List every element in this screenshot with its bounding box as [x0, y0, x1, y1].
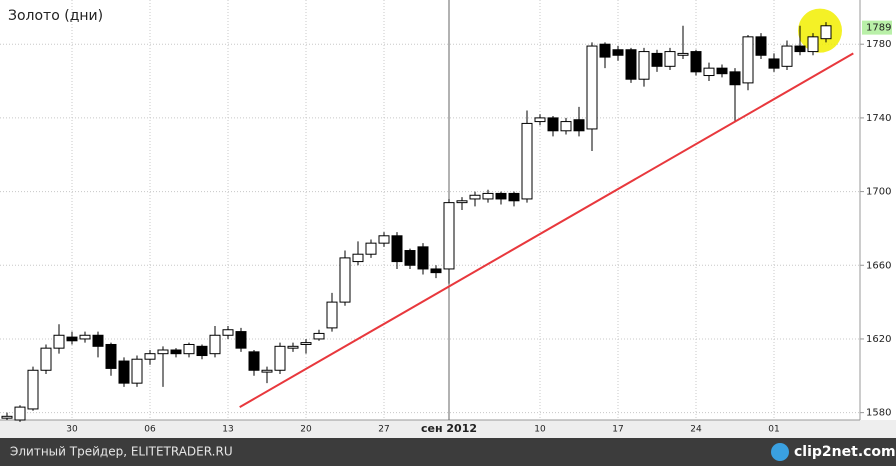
candle-body — [365, 242, 377, 255]
candle-body — [599, 43, 611, 58]
candle-body — [53, 334, 65, 349]
candle-body — [443, 202, 455, 270]
chart-title: Золото (дни) — [8, 8, 103, 24]
y-tick-label: 1740 — [866, 113, 891, 124]
candle-body — [625, 49, 637, 80]
candle-body — [456, 200, 468, 204]
footer-logo: clip2net.com — [794, 444, 896, 460]
candle-body — [287, 345, 299, 349]
candle-body — [40, 347, 52, 371]
candle-body — [677, 52, 689, 56]
footer-bar — [0, 438, 896, 466]
candle-body — [768, 58, 780, 69]
x-tick-label: 24 — [690, 425, 702, 435]
candle-body — [612, 49, 624, 56]
plot: 1580 1620 1660 1700 1740 1780 30 06 13 20 27 сен 20… — [0, 0, 891, 435]
x-tick-label: 13 — [222, 425, 233, 435]
candle-body — [547, 117, 559, 132]
candle-body — [157, 349, 169, 355]
candle-body — [521, 122, 533, 200]
x-tick-label: 20 — [300, 425, 312, 435]
candle-body — [755, 36, 767, 56]
candle-body — [352, 253, 364, 263]
footer-source: Элитный Трейдер, ELITETRADER.RU — [10, 445, 233, 459]
candle-body — [92, 334, 104, 347]
candle-body — [638, 51, 650, 80]
candle-body — [508, 192, 520, 202]
candle-body — [651, 52, 663, 67]
x-tick-label: 27 — [378, 425, 389, 435]
candle-body — [469, 194, 481, 200]
x-tick-label: 01 — [768, 425, 779, 435]
candle-body — [14, 406, 26, 421]
candle-body — [118, 360, 130, 384]
x-tick-label: сен 2012 — [421, 422, 477, 435]
candle-body — [495, 192, 507, 200]
candle-body — [222, 329, 234, 336]
candle-body — [664, 51, 676, 67]
candle-body — [170, 349, 182, 355]
candle-body — [261, 369, 273, 373]
candle-body — [131, 358, 143, 384]
candle-body — [209, 334, 221, 355]
y-tick-label: 1660 — [866, 260, 891, 271]
candle-body — [560, 121, 572, 132]
candle-body — [716, 67, 728, 75]
candle-body — [144, 353, 156, 360]
last-price-box — [862, 20, 892, 35]
y-tick-label: 1780 — [866, 39, 891, 50]
candle-body — [391, 235, 403, 263]
last-price-label: 1789 — [866, 23, 891, 34]
candle-body — [534, 117, 546, 123]
x-tick-label: 06 — [144, 425, 156, 435]
candle-body — [196, 345, 208, 357]
candle-body — [703, 67, 715, 77]
y-tick-label: 1580 — [866, 408, 891, 419]
candle-body — [573, 119, 585, 132]
candle-body — [586, 45, 598, 130]
candle-body — [729, 71, 741, 86]
candle-body — [781, 45, 793, 67]
candle-body — [378, 235, 390, 244]
candle-body — [820, 25, 832, 40]
candle-body — [274, 345, 286, 371]
candle-body — [430, 268, 442, 274]
trendline — [239, 52, 854, 408]
candle-body — [339, 257, 351, 303]
candle-body — [482, 192, 494, 200]
candle-body — [105, 343, 117, 369]
x-axis-band — [0, 420, 896, 438]
candle-body — [417, 246, 429, 270]
candle-body — [326, 301, 338, 329]
candle-body — [742, 36, 754, 84]
candle-body — [690, 51, 702, 73]
candle-body — [794, 45, 806, 53]
logo-icon — [771, 443, 789, 461]
candle-body — [27, 369, 39, 410]
x-tick-label: 10 — [534, 425, 546, 435]
candle-body — [807, 36, 819, 53]
candle-body — [300, 342, 312, 345]
candle-body — [79, 334, 91, 340]
candle-body — [1, 415, 13, 419]
x-tick-label: 17 — [612, 425, 623, 435]
y-tick-label: 1700 — [866, 187, 891, 198]
candle-body — [313, 332, 325, 340]
candle-body — [404, 250, 416, 266]
candle-body — [183, 343, 195, 355]
y-tick-label: 1620 — [866, 334, 891, 345]
candle-body — [66, 336, 78, 342]
candle-body — [235, 331, 247, 349]
candle-body — [248, 351, 260, 371]
x-tick-label: 30 — [66, 425, 78, 435]
